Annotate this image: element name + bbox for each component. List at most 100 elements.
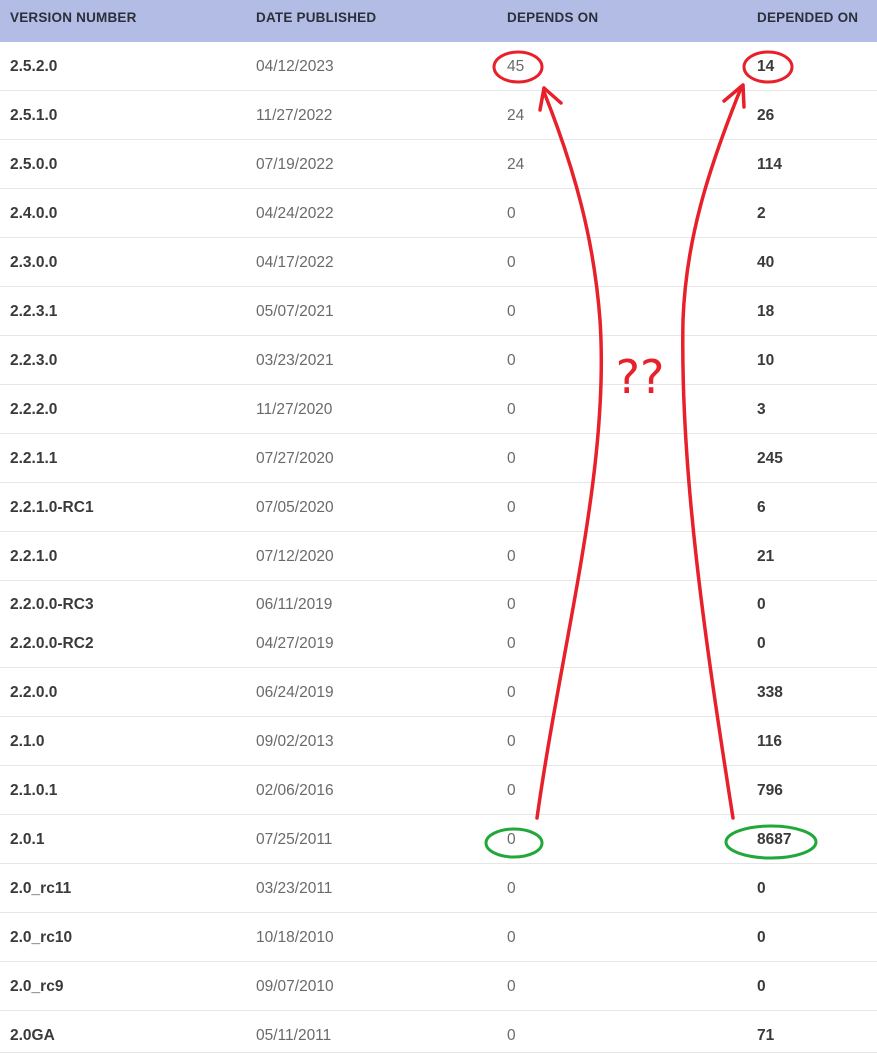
table-row[interactable]: 2.0_rc10 10/18/2010 0 0 (0, 913, 877, 962)
depended-on-cell: 8687 (757, 831, 792, 848)
table-row[interactable]: 2.1.0 09/02/2013 0 116 (0, 717, 877, 766)
depends-on-cell: 0 (507, 978, 516, 995)
version-cell[interactable]: 2.2.1.0 (10, 548, 58, 565)
version-cell[interactable]: 2.5.2.0 (10, 58, 58, 75)
version-cell[interactable]: 2.0_rc11 (10, 880, 72, 897)
version-cell[interactable]: 2.2.0.0-RC3 (10, 596, 94, 613)
date-cell: 07/19/2022 (256, 156, 334, 173)
version-cell[interactable]: 2.2.3.0 (10, 352, 58, 369)
depended-on-cell: 116 (757, 733, 783, 750)
row-divider (0, 814, 877, 815)
date-cell: 03/23/2011 (256, 880, 333, 897)
date-cell: 09/02/2013 (256, 733, 334, 750)
version-cell[interactable]: 2.0_rc9 (10, 978, 64, 995)
row-divider (0, 237, 877, 238)
table-row[interactable]: 2.3.0.0 04/17/2022 0 40 (0, 238, 877, 287)
version-cell[interactable]: 2.2.2.0 (10, 401, 58, 418)
depends-on-cell: 24 (507, 156, 525, 173)
date-cell: 05/07/2021 (256, 303, 334, 320)
version-cell[interactable]: 2.2.0.0 (10, 684, 58, 701)
header-date-published[interactable]: DATE PUBLISHED (256, 10, 377, 25)
version-cell[interactable]: 2.5.0.0 (10, 156, 58, 173)
table-row[interactable]: 2.2.0.0-RC3 06/11/2019 0 0 (0, 581, 877, 619)
table-row[interactable]: 2.2.3.0 03/23/2021 0 10 (0, 336, 877, 385)
version-cell[interactable]: 2.0.1 (10, 831, 45, 848)
version-cell[interactable]: 2.3.0.0 (10, 254, 58, 271)
row-divider (0, 188, 877, 189)
depended-on-cell: 14 (757, 58, 775, 75)
header-depends-on[interactable]: DEPENDS ON (507, 10, 599, 25)
row-divider (0, 139, 877, 140)
version-cell[interactable]: 2.0_rc10 (10, 929, 73, 946)
version-cell[interactable]: 2.0GA (10, 1027, 55, 1044)
table-row[interactable]: 2.5.1.0 11/27/2022 24 26 (0, 91, 877, 140)
row-divider (0, 335, 877, 336)
depended-on-cell: 10 (757, 352, 775, 369)
depended-on-cell: 796 (757, 782, 783, 799)
version-cell[interactable]: 2.2.1.0-RC1 (10, 499, 94, 516)
depends-on-cell: 0 (507, 303, 516, 320)
depended-on-cell: 0 (757, 635, 766, 652)
date-cell: 05/11/2011 (256, 1027, 332, 1044)
version-cell[interactable]: 2.4.0.0 (10, 205, 58, 222)
date-cell: 07/05/2020 (256, 499, 334, 516)
version-cell[interactable]: 2.5.1.0 (10, 107, 58, 124)
table-row[interactable]: 2.2.0.0 06/24/2019 0 338 (0, 668, 877, 717)
table-row[interactable]: 2.2.1.1 07/27/2020 0 245 (0, 434, 877, 483)
table-row[interactable]: 2.2.2.0 11/27/2020 0 3 (0, 385, 877, 434)
date-cell: 04/27/2019 (256, 635, 334, 652)
table-row[interactable]: 2.5.0.0 07/19/2022 24 114 (0, 140, 877, 189)
date-cell: 07/27/2020 (256, 450, 334, 467)
row-divider (0, 384, 877, 385)
depends-on-cell: 0 (507, 635, 516, 652)
header-version-number[interactable]: VERSION NUMBER (10, 10, 137, 25)
date-cell: 04/17/2022 (256, 254, 334, 271)
table-row[interactable]: 2.0GA 05/11/2011 0 71 (0, 1011, 877, 1053)
date-cell: 07/12/2020 (256, 548, 334, 565)
table-row[interactable]: 2.1.0.1 02/06/2016 0 796 (0, 766, 877, 815)
row-divider (0, 912, 877, 913)
depends-on-cell: 0 (507, 401, 516, 418)
depends-on-cell: 0 (507, 205, 516, 222)
date-cell: 10/18/2010 (256, 929, 334, 946)
row-divider (0, 433, 877, 434)
table-row[interactable]: 2.5.2.0 04/12/2023 45 14 (0, 42, 877, 91)
table-row[interactable]: 2.0.1 07/25/2011 0 8687 (0, 815, 877, 864)
version-cell[interactable]: 2.1.0 (10, 733, 45, 750)
depends-on-cell: 0 (507, 880, 516, 897)
table-row[interactable]: 2.0_rc11 03/23/2011 0 0 (0, 864, 877, 913)
depended-on-cell: 21 (757, 548, 775, 565)
version-cell[interactable]: 2.2.0.0-RC2 (10, 635, 94, 652)
depends-on-cell: 45 (507, 58, 525, 75)
depended-on-cell: 0 (757, 978, 766, 995)
depended-on-cell: 0 (757, 929, 766, 946)
date-cell: 02/06/2016 (256, 782, 334, 799)
row-divider (0, 286, 877, 287)
depends-on-cell: 0 (507, 548, 516, 565)
version-cell[interactable]: 2.1.0.1 (10, 782, 58, 799)
date-cell: 06/11/2019 (256, 596, 333, 613)
depends-on-cell: 0 (507, 1027, 516, 1044)
table-row[interactable]: 2.2.1.0 07/12/2020 0 21 (0, 532, 877, 581)
header-depended-on[interactable]: DEPENDED ON (757, 10, 859, 25)
date-cell: 06/24/2019 (256, 684, 334, 701)
row-divider (0, 580, 877, 581)
depended-on-cell: 26 (757, 107, 775, 124)
table-row[interactable]: 2.2.1.0-RC1 07/05/2020 0 6 (0, 483, 877, 532)
depended-on-cell: 245 (757, 450, 783, 467)
row-divider (0, 765, 877, 766)
row-divider (0, 716, 877, 717)
row-divider (0, 482, 877, 483)
date-cell: 04/12/2023 (256, 58, 334, 75)
table-row[interactable]: 2.2.3.1 05/07/2021 0 18 (0, 287, 877, 336)
depended-on-cell: 2 (757, 205, 766, 222)
table-row[interactable]: 2.2.0.0-RC2 04/27/2019 0 0 (0, 619, 877, 668)
table-row[interactable]: 2.0_rc9 09/07/2010 0 0 (0, 962, 877, 1011)
version-cell[interactable]: 2.2.1.1 (10, 450, 58, 467)
date-cell: 11/27/2022 (256, 107, 333, 124)
depends-on-cell: 0 (507, 254, 516, 271)
depended-on-cell: 71 (757, 1027, 775, 1044)
table-row[interactable]: 2.4.0.0 04/24/2022 0 2 (0, 189, 877, 238)
depended-on-cell: 18 (757, 303, 775, 320)
version-cell[interactable]: 2.2.3.1 (10, 303, 58, 320)
